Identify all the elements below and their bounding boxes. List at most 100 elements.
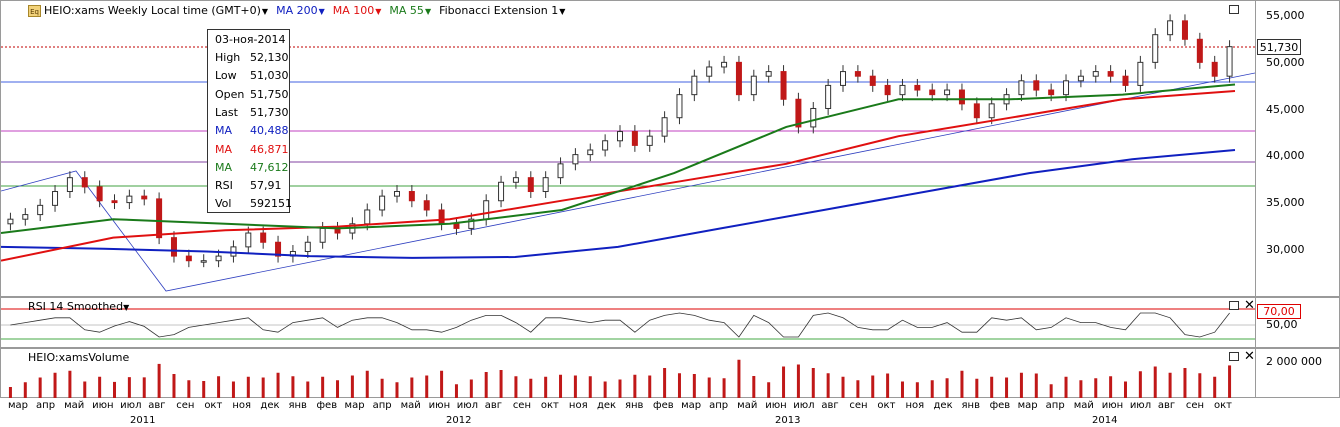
close-icon[interactable]: ✕	[1244, 298, 1255, 313]
volume-bar	[588, 376, 592, 399]
candle-body	[364, 209, 371, 225]
volume-bar	[321, 376, 325, 399]
rsi-canvas[interactable]	[1, 298, 1255, 349]
volume-bar	[1049, 384, 1053, 399]
candle-body	[542, 177, 549, 193]
rsi-title[interactable]: RSI 14 Smoothed▼	[28, 300, 129, 313]
month-label: ноя	[905, 400, 925, 411]
volume-bar	[707, 377, 711, 399]
price-axis[interactable]: 55,000 50,000 45,000 40,000 35,000 30,00…	[1255, 1, 1340, 296]
candle-body	[81, 177, 88, 188]
candle-body	[825, 84, 832, 109]
candle-body	[393, 191, 400, 197]
volume-bar	[633, 374, 637, 399]
price-chart-canvas[interactable]	[1, 1, 1255, 298]
candle-body	[1122, 75, 1129, 86]
candlestick-series	[7, 14, 1233, 268]
volume-bar	[1228, 365, 1232, 399]
volume-bars	[8, 359, 1232, 399]
maximize-button[interactable]	[1229, 5, 1239, 14]
month-label: окт	[204, 400, 223, 411]
candle-body	[1107, 71, 1114, 77]
price-chart-panel[interactable]: Eq HEIO:xams Weekly Local time (GMT+0)▼ …	[0, 0, 1340, 297]
candle-body	[200, 260, 207, 263]
candle-body	[408, 191, 415, 202]
last-price-tag: 51,730	[1257, 39, 1301, 55]
volume-canvas[interactable]	[1, 349, 1255, 399]
candle-body	[929, 89, 936, 96]
volume-bar	[395, 382, 399, 399]
month-label: июн	[92, 400, 114, 411]
candle-body	[512, 177, 519, 183]
candle-body	[468, 218, 475, 229]
candle-body	[1152, 34, 1159, 63]
rsi-panel[interactable]: RSI 14 Smoothed▼ ✕ 50,00 70,00	[0, 297, 1340, 348]
month-label: авг	[1157, 400, 1176, 411]
volume-bar	[440, 370, 444, 399]
volume-bar	[291, 376, 295, 399]
info-key: MA	[215, 142, 233, 156]
info-row: Vol 592151	[215, 197, 292, 210]
info-value: 51,730	[250, 105, 289, 119]
symbol-label: HEIO:xams Weekly Local time (GMT+0)	[44, 4, 261, 17]
candle-body	[587, 149, 594, 156]
volume-bar	[871, 375, 875, 399]
volume-tick: 2 000 000	[1266, 355, 1322, 368]
volume-panel[interactable]: HEIO:xamsVolume ✕ 2 000 000	[0, 348, 1340, 399]
ma200-line	[1, 149, 1236, 259]
volume-bar	[796, 364, 800, 399]
candle-body	[66, 177, 73, 193]
volume-bar	[811, 368, 815, 399]
chevron-down-icon: ▼	[123, 303, 130, 312]
info-value: 57,91	[250, 179, 282, 193]
maximize-button[interactable]	[1229, 301, 1239, 310]
rsi-axis[interactable]: 50,00	[1255, 298, 1340, 347]
candle-body	[735, 61, 742, 96]
info-row: RSI 57,91	[215, 179, 282, 192]
candle-body	[602, 140, 609, 151]
month-label: мар	[1017, 400, 1038, 411]
ma55-legend[interactable]: MA 55▼	[389, 4, 431, 17]
chart-header: HEIO:xams Weekly Local time (GMT+0)▼ MA …	[44, 4, 565, 17]
volume-bar	[900, 381, 904, 399]
volume-bar	[544, 376, 548, 399]
month-label: апр	[372, 400, 392, 411]
fibonacci-legend[interactable]: Fibonacci Extension 1▼	[439, 4, 565, 17]
volume-bar	[767, 382, 771, 399]
candle-body	[631, 131, 638, 146]
close-icon[interactable]: ✕	[1244, 349, 1255, 364]
info-row: MA 40,488	[215, 124, 289, 137]
volume-bar	[1198, 373, 1202, 399]
volume-bar	[410, 377, 414, 399]
candle-body	[275, 241, 282, 257]
maximize-button[interactable]	[1229, 352, 1239, 361]
candle-body	[765, 71, 772, 77]
price-tick: 55,000	[1266, 9, 1305, 22]
volume-bar	[648, 375, 652, 399]
month-label: авг	[484, 400, 503, 411]
month-label: янв	[625, 400, 644, 411]
candle-body	[691, 75, 698, 96]
ma100-legend[interactable]: MA 100▼	[333, 4, 382, 17]
price-tick: 50,000	[1266, 56, 1305, 69]
candle-body	[156, 198, 163, 239]
month-label: ноя	[568, 400, 588, 411]
volume-bar	[677, 373, 681, 399]
volume-bar	[737, 359, 741, 399]
candle-body	[750, 75, 757, 96]
month-label: апр	[709, 400, 729, 411]
volume-bar	[336, 380, 340, 399]
volume-bar	[113, 381, 117, 399]
volume-bar	[350, 375, 354, 399]
volume-bar	[1109, 376, 1113, 399]
candle-body	[141, 195, 148, 200]
candle-body	[245, 232, 252, 248]
symbol-selector[interactable]: HEIO:xams Weekly Local time (GMT+0)▼	[44, 4, 268, 17]
info-key: RSI	[215, 179, 233, 193]
candle-body	[126, 195, 133, 204]
volume-bar	[68, 370, 72, 399]
chevron-down-icon: ▼	[559, 7, 566, 16]
volume-axis[interactable]: 2 000 000	[1255, 349, 1340, 397]
ma200-legend[interactable]: MA 200▼	[276, 4, 325, 17]
time-axis[interactable]: мар апр май июн июл авг сен окт ноя дек янв фев мар а…	[0, 398, 1340, 427]
